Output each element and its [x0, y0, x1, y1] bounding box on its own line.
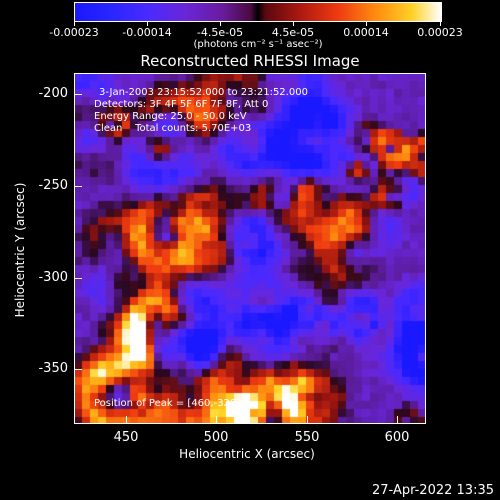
datestamp: 27-Apr-2022 13:35 — [372, 483, 494, 498]
x-tick-label: 550 — [294, 430, 320, 445]
colorbar — [74, 2, 442, 22]
detectors-annotation: Detectors: 3F 4F 5F 6F 7F 8F, Att 0 — [94, 99, 269, 110]
colorbar-tick-label: 0.00014 — [343, 26, 389, 39]
x-tick — [307, 416, 308, 424]
colorbar-tick — [74, 21, 75, 26]
y-tick-label: -200 — [38, 86, 68, 101]
x-tick — [397, 416, 398, 424]
x-tick — [126, 416, 127, 424]
colorbar-tick-label: -0.00023 — [49, 26, 99, 39]
y-tick-label: -250 — [38, 178, 68, 193]
x-tick-label: 500 — [203, 430, 229, 445]
counts-annotation: Clean Total counts: 5.70E+03 — [94, 123, 252, 134]
y-tick-label: -350 — [38, 361, 68, 376]
energy-range-annotation: Energy Range: 25.0 - 50.0 keV — [94, 111, 247, 122]
x-tick-label: 450 — [113, 430, 139, 445]
x-axis-label: Heliocentric X (arcsec) — [179, 447, 315, 461]
y-tick — [74, 186, 82, 187]
y-axis-label: Heliocentric Y (arcsec) — [13, 182, 27, 318]
colorbar-tick — [293, 21, 294, 26]
colorbar-tick — [147, 21, 148, 26]
chart-title: Reconstructed RHESSI Image — [140, 52, 360, 70]
x-tick-label: 600 — [384, 430, 410, 445]
heatmap-image — [74, 73, 426, 424]
colorbar-tick — [366, 21, 367, 26]
y-tick-label: -300 — [38, 270, 68, 285]
peak-position-annotation: Position of Peak = [460,-328] — [94, 398, 241, 409]
y-tick — [74, 278, 82, 279]
colorbar-tick-label: -0.00014 — [122, 26, 172, 39]
colorbar-tick — [440, 21, 441, 26]
colorbar-tick — [220, 21, 221, 26]
time-range-annotation: 3-Jan-2003 23:15:52.000 to 23:21:52.000 — [99, 87, 308, 98]
y-tick — [74, 94, 82, 95]
colorbar-unit-label: (photons cm⁻² s⁻¹ asec⁻²) — [193, 39, 323, 50]
colorbar-tick-label: -4.5e-05 — [196, 26, 244, 39]
x-tick — [216, 416, 217, 424]
y-tick — [74, 369, 82, 370]
colorbar-tick-label: 4.5e-05 — [271, 26, 315, 39]
colorbar-tick-label: 0.00023 — [417, 26, 463, 39]
